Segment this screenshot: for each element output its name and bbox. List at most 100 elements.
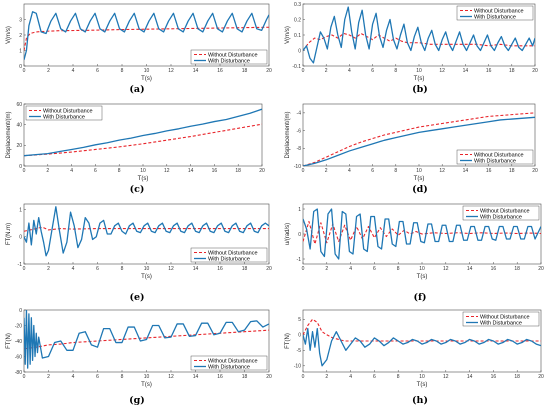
y-axis-label: Displacement/(m) [6,111,12,158]
x-tick-label: 2 [325,68,328,74]
x-tick-label: 14 [193,68,199,74]
legend-box [462,311,540,327]
x-tick-label: 4 [348,168,351,174]
y-tick-label: 0.1 [294,33,301,39]
x-tick-label: 18 [242,266,248,272]
x-tick-label: 16 [491,266,497,272]
x-tick-label: 6 [371,68,374,74]
x-tick-label: 14 [188,168,194,174]
x-tick-label: 16 [217,374,223,380]
subfigure-caption: (c) [130,184,145,195]
x-tick-label: 20 [538,266,544,272]
x-tick-label: 4 [72,68,75,74]
x-tick-label: 6 [96,68,99,74]
y-tick-label: 0 [298,48,301,54]
x-axis-label: T(s) [141,382,152,388]
x-tick-label: 8 [121,374,124,380]
y-axis-label: FT(N) [6,333,12,349]
y-tick-label: 2 [19,33,22,39]
x-tick-label: 10 [144,266,150,272]
x-axis-label: T(s) [138,176,149,182]
x-axis-label: T(s) [417,274,428,280]
y-tick-label: 0 [298,232,301,238]
x-tick-label: 20 [532,168,538,174]
x-tick-label: 18 [509,68,515,74]
x-tick-label: 2 [47,266,50,272]
x-tick-label: 12 [168,374,174,380]
x-tick-label: 6 [373,266,376,272]
x-tick-label: 8 [397,266,400,272]
y-tick-label: -10 [294,364,301,370]
x-tick-label: 20 [266,68,272,74]
legend-label-without: Without Disturbance [474,153,524,159]
x-tick-label: 18 [514,266,520,272]
x-tick-label: 8 [121,68,124,74]
x-tick-label: 2 [325,168,328,174]
y-axis-label: V(m/s) [285,26,291,44]
y-tick-label: 0.2 [294,17,301,23]
x-tick-label: 0 [302,68,305,74]
x-tick-label: 14 [463,68,469,74]
y-axis-label: FT(N) [285,333,291,349]
x-tick-label: 16 [212,168,218,174]
y-axis-label: V(m/s) [6,26,12,44]
y-tick-label: -8 [297,146,302,152]
x-tick-label: 8 [118,168,121,174]
x-tick-label: 14 [467,266,473,272]
subfigure-caption: (f) [413,292,426,303]
x-tick-label: 16 [491,374,497,380]
x-tick-label: 14 [467,374,473,380]
y-tick-label: -5 [297,348,302,354]
y-tick-label: -4 [297,111,302,117]
x-tick-label: 6 [94,168,97,174]
y-tick-label: 0 [19,235,22,241]
legend-label-with: With Disturbance [474,15,516,21]
series-with-disturbance-line [303,327,541,367]
y-axis-label: Displacement/(m) [285,111,291,158]
x-tick-label: 10 [416,68,422,74]
x-tick-label: 4 [70,168,73,174]
x-tick-label: 6 [96,374,99,380]
legend-label-with: With Disturbance [480,215,522,221]
y-tick-label: -60 [15,354,22,360]
x-tick-label: 16 [217,266,223,272]
legend-label-without: Without Disturbance [43,109,93,115]
x-tick-label: 12 [164,168,170,174]
y-tick-label: 0 [19,164,22,170]
series-without-disturbance-line [303,318,541,342]
y-tick-label: -0.1 [292,64,301,70]
x-tick-label: 14 [193,266,199,272]
subfigure-caption: (a) [129,84,144,95]
legend-label-without: Without Disturbance [480,209,530,215]
legend-box [190,247,268,263]
subfigure-caption: (g) [129,395,145,406]
x-tick-label: 10 [144,374,150,380]
y-tick-label: -80 [15,370,22,376]
series-without-disturbance-line [24,329,269,350]
x-tick-label: 4 [349,374,352,380]
x-tick-label: 20 [266,374,272,380]
x-tick-label: 20 [259,168,265,174]
x-tick-label: 0 [302,266,305,272]
y-tick-label: 40 [16,122,22,128]
series-without-disturbance-line [24,26,269,51]
x-tick-label: 4 [72,374,75,380]
x-tick-label: 4 [349,266,352,272]
y-tick-label: 1 [19,48,22,54]
y-tick-label: 1 [298,207,301,213]
x-tick-label: 12 [439,168,445,174]
x-tick-label: 20 [538,374,544,380]
x-tick-label: 2 [46,168,49,174]
y-tick-label: 0 [19,308,22,314]
y-axis-label: FT(N.m) [6,223,12,245]
y-tick-label: 20 [16,143,22,149]
x-tick-label: 0 [23,68,26,74]
x-tick-label: 8 [121,266,124,272]
series-with-disturbance-line [24,206,269,257]
x-tick-label: 2 [325,374,328,380]
